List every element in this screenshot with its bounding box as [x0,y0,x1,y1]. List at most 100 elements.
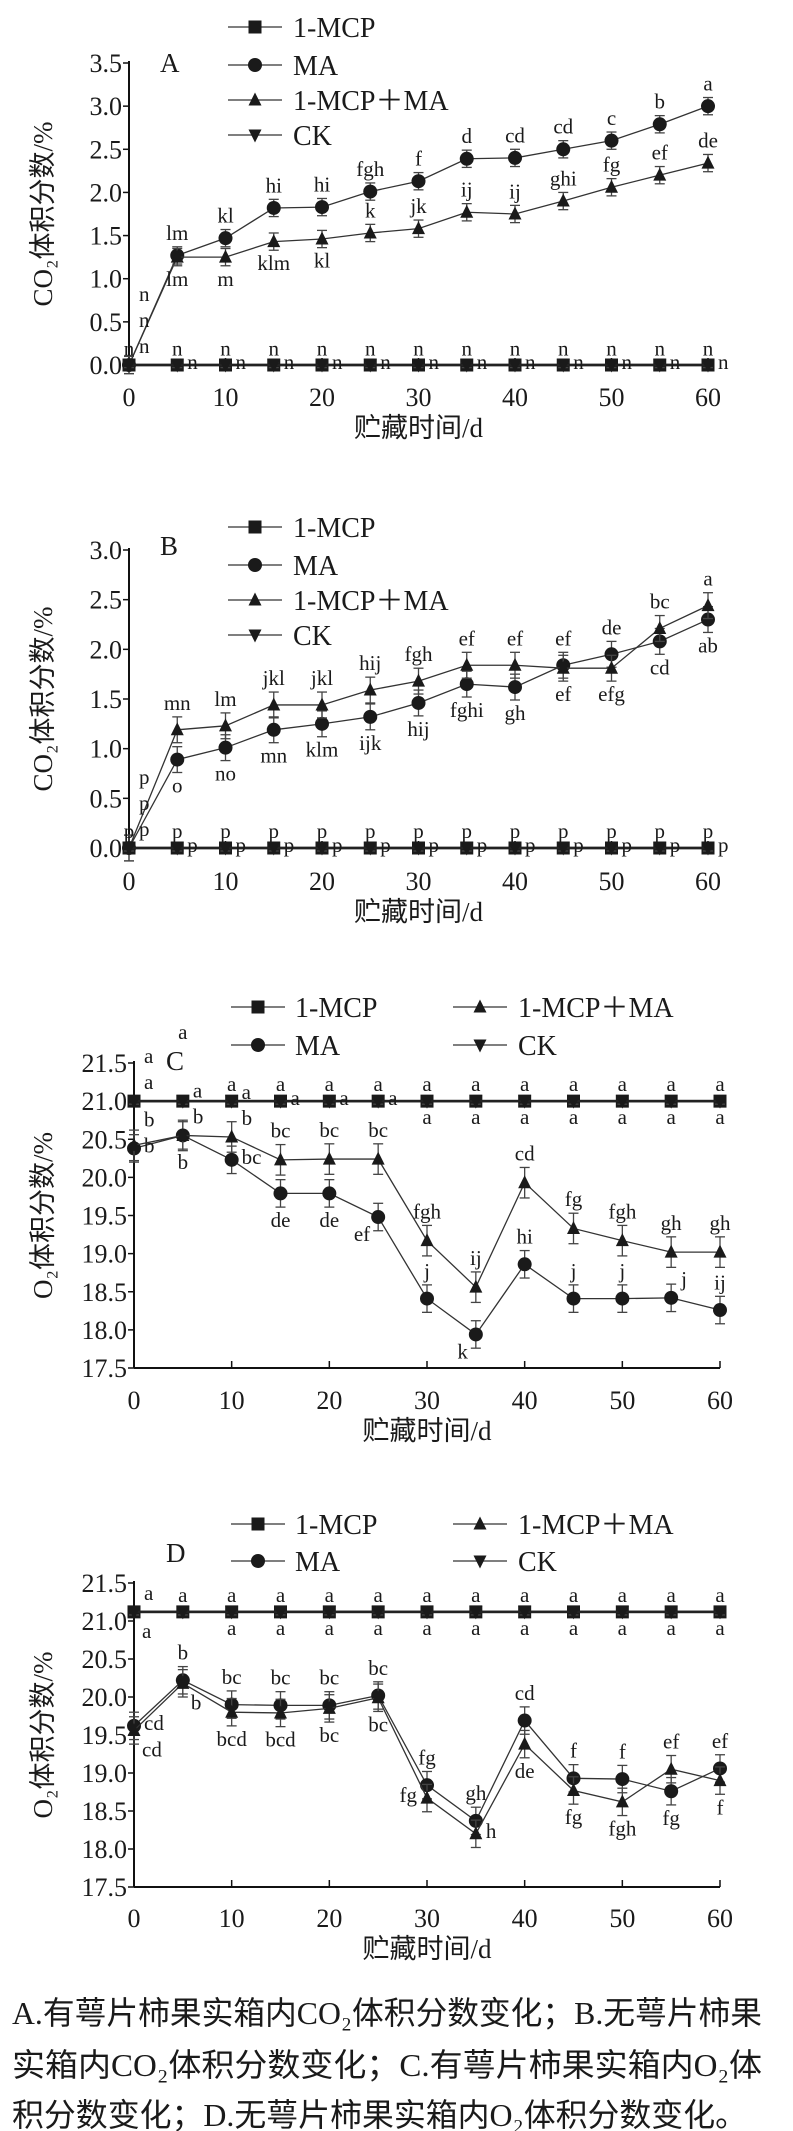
x-tick-label: 30 [414,1386,440,1415]
significance-label: p [573,833,584,857]
x-axis-title: 贮藏时间/d [354,413,484,443]
x-tick-label: 20 [316,1386,342,1415]
significance-label: a [388,1086,398,1110]
y-tick-label: 19.5 [82,1721,128,1750]
significance-label: a [144,1044,154,1068]
significance-label: a [422,1072,432,1096]
series-ck: a a a a a a a a a a a a a [127,1606,727,1691]
significance-label: a [325,1583,335,1607]
significance-label: p [622,833,633,857]
significance-label: ij [470,1246,482,1270]
x-tick-label: 40 [512,1904,538,1933]
data-point [459,677,474,692]
data-point [605,660,618,674]
significance-label: b [242,1106,253,1130]
data-point [411,174,426,189]
data-point [556,193,570,207]
significance-label: a [374,1583,384,1607]
data-point [219,842,232,856]
data-point [469,1279,483,1293]
significance-label: a [471,1583,481,1607]
chart-panel-a: 0.0 0.5 1.0 1.5 2.0 2.5 3.0 3.5 0 10 20 30 40 50 60 贮藏时… [28,13,729,443]
y-tick-label: 18.0 [82,1835,128,1864]
data-point [127,1606,141,1620]
data-point [371,1151,385,1165]
significance-label: a [339,1086,349,1110]
significance-label: ef [712,1729,728,1753]
data-point [371,1606,385,1620]
significance-label: ij [461,178,473,202]
legend-marker-square-icon [248,520,262,534]
significance-label: kl [314,249,331,273]
data-point [371,1095,385,1109]
data-point [322,1700,336,1714]
significance-label: n [124,336,135,360]
legend: 1-MCP MA 1-MCP＋MA CK [231,993,674,1062]
panel-letter: B [160,531,178,561]
legend-marker-circle-icon [248,558,262,572]
data-point [127,1722,141,1736]
data-point [508,842,522,856]
data-point [371,1690,385,1704]
significance-label: jkl [262,666,285,690]
data-point [567,1606,580,1620]
legend-item: 1-MCP [228,13,375,44]
significance-label: bcd [217,1727,248,1751]
data-point [176,1095,190,1109]
data-point [412,359,425,373]
significance-label: p [317,819,328,843]
y-tick-label: 1.5 [90,685,123,714]
y-tick-label: 3.5 [90,49,123,78]
x-tick-label: 10 [219,1904,245,1933]
data-point [701,612,715,627]
significance-label: hi [516,1225,533,1249]
significance-label: fg [565,1187,583,1211]
data-point [412,673,425,687]
significance-label: p [558,819,569,843]
data-point [508,359,522,373]
significance-label: klm [306,738,339,762]
significance-label: a [242,1080,252,1104]
data-point [518,1606,532,1620]
legend-item: MA [231,1547,341,1578]
legend-item: 1-MCP [228,513,375,544]
data-point [653,167,667,181]
significance-label: ef [459,626,475,650]
significance-label: fgh [608,1817,636,1841]
data-point [713,1773,727,1787]
data-point [322,1186,337,1201]
legend-label: MA [293,51,339,82]
data-point [653,359,667,373]
significance-label: a [422,1105,432,1129]
x-tick-label: 20 [316,1904,342,1933]
significance-label: bc [242,1145,262,1169]
legend-label: MA [295,1031,341,1062]
legend: 1-MCP MA 1-MCP＋MA CK [228,13,449,152]
y-tick-label: 21.0 [82,1607,128,1636]
charts-group: 0.0 0.5 1.0 1.5 2.0 2.5 3.0 3.5 0 10 20 30 40 50 60 贮藏时… [28,13,733,1964]
legend-label: MA [293,551,339,582]
legend-label: CK [293,121,332,152]
legend-marker-circle-icon [251,1038,265,1052]
significance-label: fg [565,1805,583,1829]
y-tick-label: 3.0 [90,92,123,121]
data-point [315,716,329,731]
legend-marker-circle-icon [248,58,262,72]
significance-label: gh [661,1211,683,1235]
significance-label: a [471,1105,481,1129]
data-point [420,1095,434,1109]
significance-label: bc [271,1666,291,1690]
caption-line-1: A.有萼片柿果实箱内CO₂体积分数变化；B.无萼片柿果 [12,1995,762,2031]
significance-label: a [569,1616,579,1640]
significance-label: cd [650,655,670,679]
data-point [517,1713,532,1728]
legend-marker-square-icon [248,20,262,34]
legend-label: 1-MCP＋MA [293,586,449,617]
series-ck: nn n n n n n n n n n n n [122,282,729,374]
legend-label: CK [518,1547,557,1578]
significance-label: n [670,350,681,374]
data-point [420,1291,434,1306]
significance-label: b [178,1150,189,1174]
data-point [127,1095,141,1109]
